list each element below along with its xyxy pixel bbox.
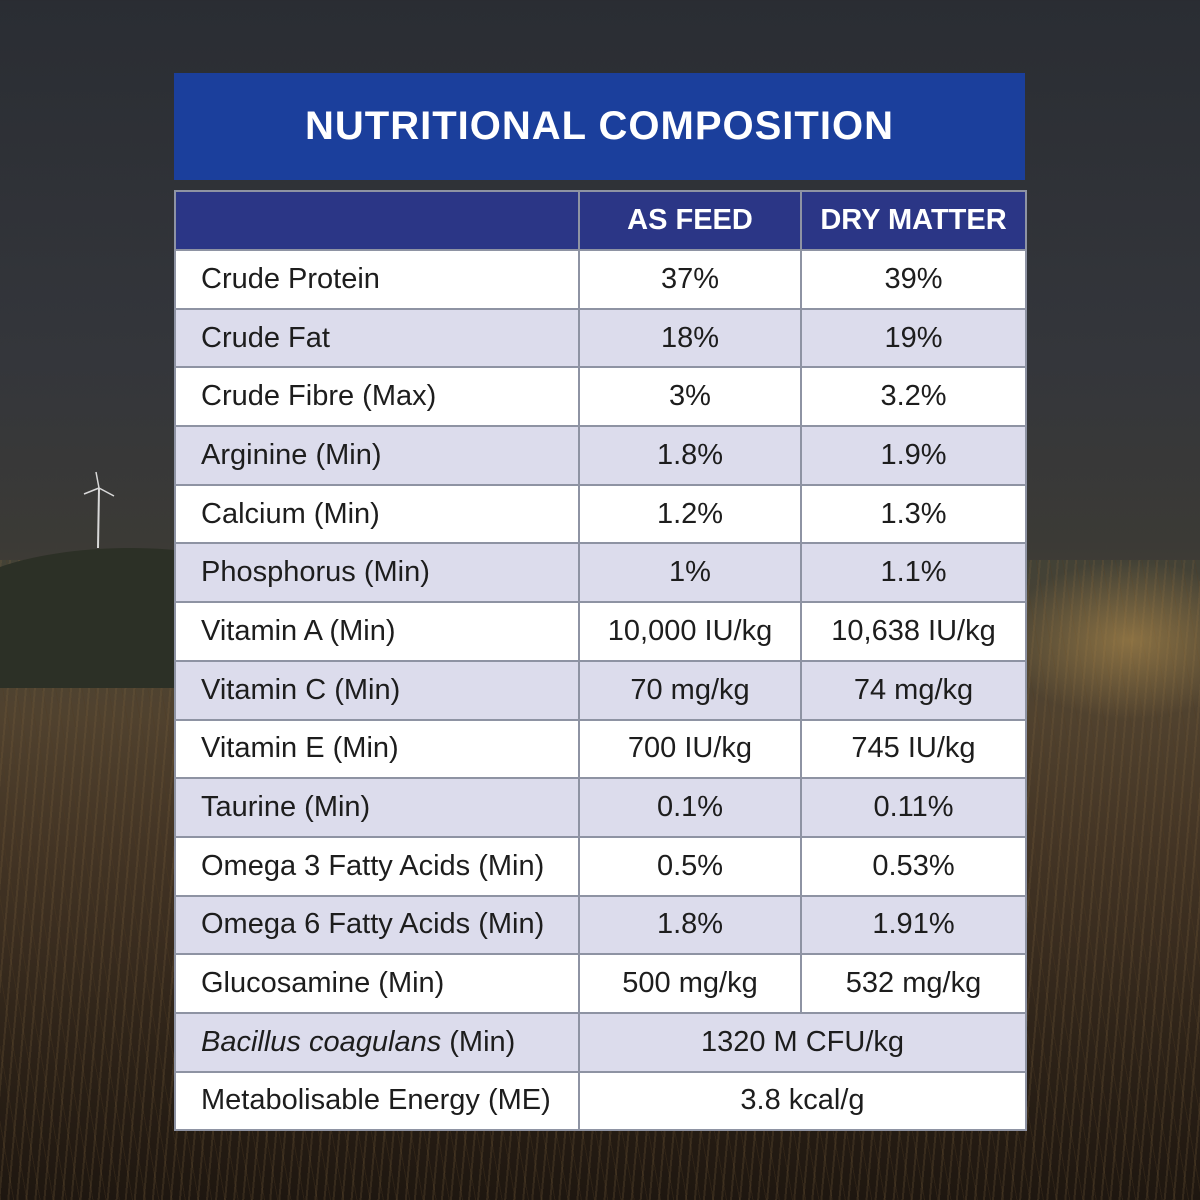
- table-row: Calcium (Min) 1.2% 1.3%: [174, 483, 1027, 545]
- wind-turbine-icon: [83, 471, 115, 549]
- dry-matter-value: 3.2%: [800, 366, 1027, 428]
- background-sun-glow: [1000, 560, 1200, 720]
- table-row-merged: Bacillus coagulans (Min) 1320 M CFU/kg: [174, 1011, 1027, 1073]
- dry-matter-value: 19%: [800, 307, 1027, 369]
- table-row: Vitamin A (Min) 10,000 IU/kg 10,638 IU/k…: [174, 601, 1027, 662]
- as-feed-value: 70 mg/kg: [578, 659, 802, 721]
- table-row: Phosphorus (Min) 1% 1.1%: [174, 542, 1027, 604]
- merged-value: 3.8 kcal/g: [578, 1070, 1027, 1132]
- species-name: Bacillus coagulans: [201, 1025, 442, 1058]
- table-row: Crude Fat 18% 19%: [174, 307, 1027, 369]
- dry-matter-value: 745 IU/kg: [800, 718, 1027, 780]
- as-feed-value: 1.8%: [578, 894, 802, 956]
- dry-matter-value: 1.1%: [800, 542, 1027, 604]
- nutrient-label: Omega 3 Fatty Acids (Min): [174, 835, 580, 897]
- merged-value: 1320 M CFU/kg: [578, 1011, 1027, 1073]
- nutrient-label: Taurine (Min): [174, 777, 580, 838]
- nutrition-panel: NUTRITIONAL COMPOSITION AS FEED DRY MATT…: [174, 73, 1027, 1165]
- nutrient-label: Vitamin A (Min): [174, 601, 580, 662]
- nutrient-label: Crude Fat: [174, 307, 580, 369]
- column-header-as-feed: AS FEED: [578, 190, 802, 251]
- nutrient-label: Metabolisable Energy (ME): [174, 1070, 580, 1132]
- as-feed-value: 10,000 IU/kg: [578, 601, 802, 662]
- table-row: Vitamin C (Min) 70 mg/kg 74 mg/kg: [174, 659, 1027, 721]
- table-row: Crude Protein 37% 39%: [174, 249, 1027, 310]
- as-feed-value: 18%: [578, 307, 802, 369]
- table-row: Crude Fibre (Max) 3% 3.2%: [174, 366, 1027, 428]
- nutrition-table: AS FEED DRY MATTER Crude Protein 37% 39%…: [174, 190, 1027, 1132]
- as-feed-value: 0.1%: [578, 777, 802, 838]
- dry-matter-value: 1.91%: [800, 894, 1027, 956]
- table-header-row: AS FEED DRY MATTER: [174, 190, 1027, 251]
- nutrient-label: Crude Protein: [174, 249, 580, 310]
- title-bar: NUTRITIONAL COMPOSITION: [174, 73, 1025, 180]
- table-row: Arginine (Min) 1.8% 1.9%: [174, 425, 1027, 486]
- dry-matter-value: 74 mg/kg: [800, 659, 1027, 721]
- table-row: Glucosamine (Min) 500 mg/kg 532 mg/kg: [174, 953, 1027, 1014]
- dry-matter-value: 10,638 IU/kg: [800, 601, 1027, 662]
- nutrient-label: Phosphorus (Min): [174, 542, 580, 604]
- nutrient-label: Calcium (Min): [174, 483, 580, 545]
- as-feed-value: 37%: [578, 249, 802, 310]
- page-title: NUTRITIONAL COMPOSITION: [305, 104, 894, 148]
- table-row: Omega 6 Fatty Acids (Min) 1.8% 1.91%: [174, 894, 1027, 956]
- dry-matter-value: 1.9%: [800, 425, 1027, 486]
- dry-matter-value: 1.3%: [800, 483, 1027, 545]
- nutrient-label: Vitamin C (Min): [174, 659, 580, 721]
- table-row-merged: Metabolisable Energy (ME) 3.8 kcal/g: [174, 1070, 1027, 1132]
- dry-matter-value: 532 mg/kg: [800, 953, 1027, 1014]
- as-feed-value: 0.5%: [578, 835, 802, 897]
- as-feed-value: 1%: [578, 542, 802, 604]
- table-row: Vitamin E (Min) 700 IU/kg 745 IU/kg: [174, 718, 1027, 780]
- as-feed-value: 700 IU/kg: [578, 718, 802, 780]
- table-row: Taurine (Min) 0.1% 0.11%: [174, 777, 1027, 838]
- column-header-dry-matter: DRY MATTER: [800, 190, 1027, 251]
- dry-matter-value: 0.53%: [800, 835, 1027, 897]
- label-suffix: (Min): [441, 1025, 516, 1058]
- nutrient-label: Omega 6 Fatty Acids (Min): [174, 894, 580, 956]
- as-feed-value: 500 mg/kg: [578, 953, 802, 1014]
- nutrient-label: Vitamin E (Min): [174, 718, 580, 780]
- nutrient-label: Crude Fibre (Max): [174, 366, 580, 428]
- as-feed-value: 3%: [578, 366, 802, 428]
- column-header-nutrient: [174, 190, 580, 251]
- nutrient-label: Bacillus coagulans (Min): [174, 1011, 580, 1073]
- nutrient-label: Arginine (Min): [174, 425, 580, 486]
- table-row: Omega 3 Fatty Acids (Min) 0.5% 0.53%: [174, 835, 1027, 897]
- as-feed-value: 1.8%: [578, 425, 802, 486]
- dry-matter-value: 0.11%: [800, 777, 1027, 838]
- nutrient-label: Glucosamine (Min): [174, 953, 580, 1014]
- as-feed-value: 1.2%: [578, 483, 802, 545]
- dry-matter-value: 39%: [800, 249, 1027, 310]
